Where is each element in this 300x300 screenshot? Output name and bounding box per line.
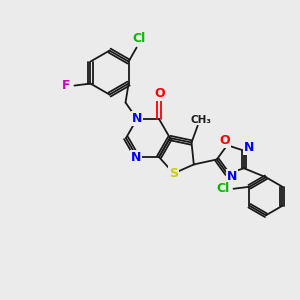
Text: S: S: [169, 167, 178, 180]
Text: Cl: Cl: [217, 182, 230, 195]
Text: N: N: [244, 141, 254, 154]
Text: N: N: [132, 112, 142, 125]
Text: N: N: [227, 170, 237, 183]
Text: F: F: [62, 79, 71, 92]
Text: O: O: [220, 134, 230, 147]
Text: O: O: [155, 87, 165, 101]
Text: N: N: [131, 151, 141, 164]
Text: Cl: Cl: [132, 32, 145, 45]
Text: CH₃: CH₃: [190, 115, 211, 125]
